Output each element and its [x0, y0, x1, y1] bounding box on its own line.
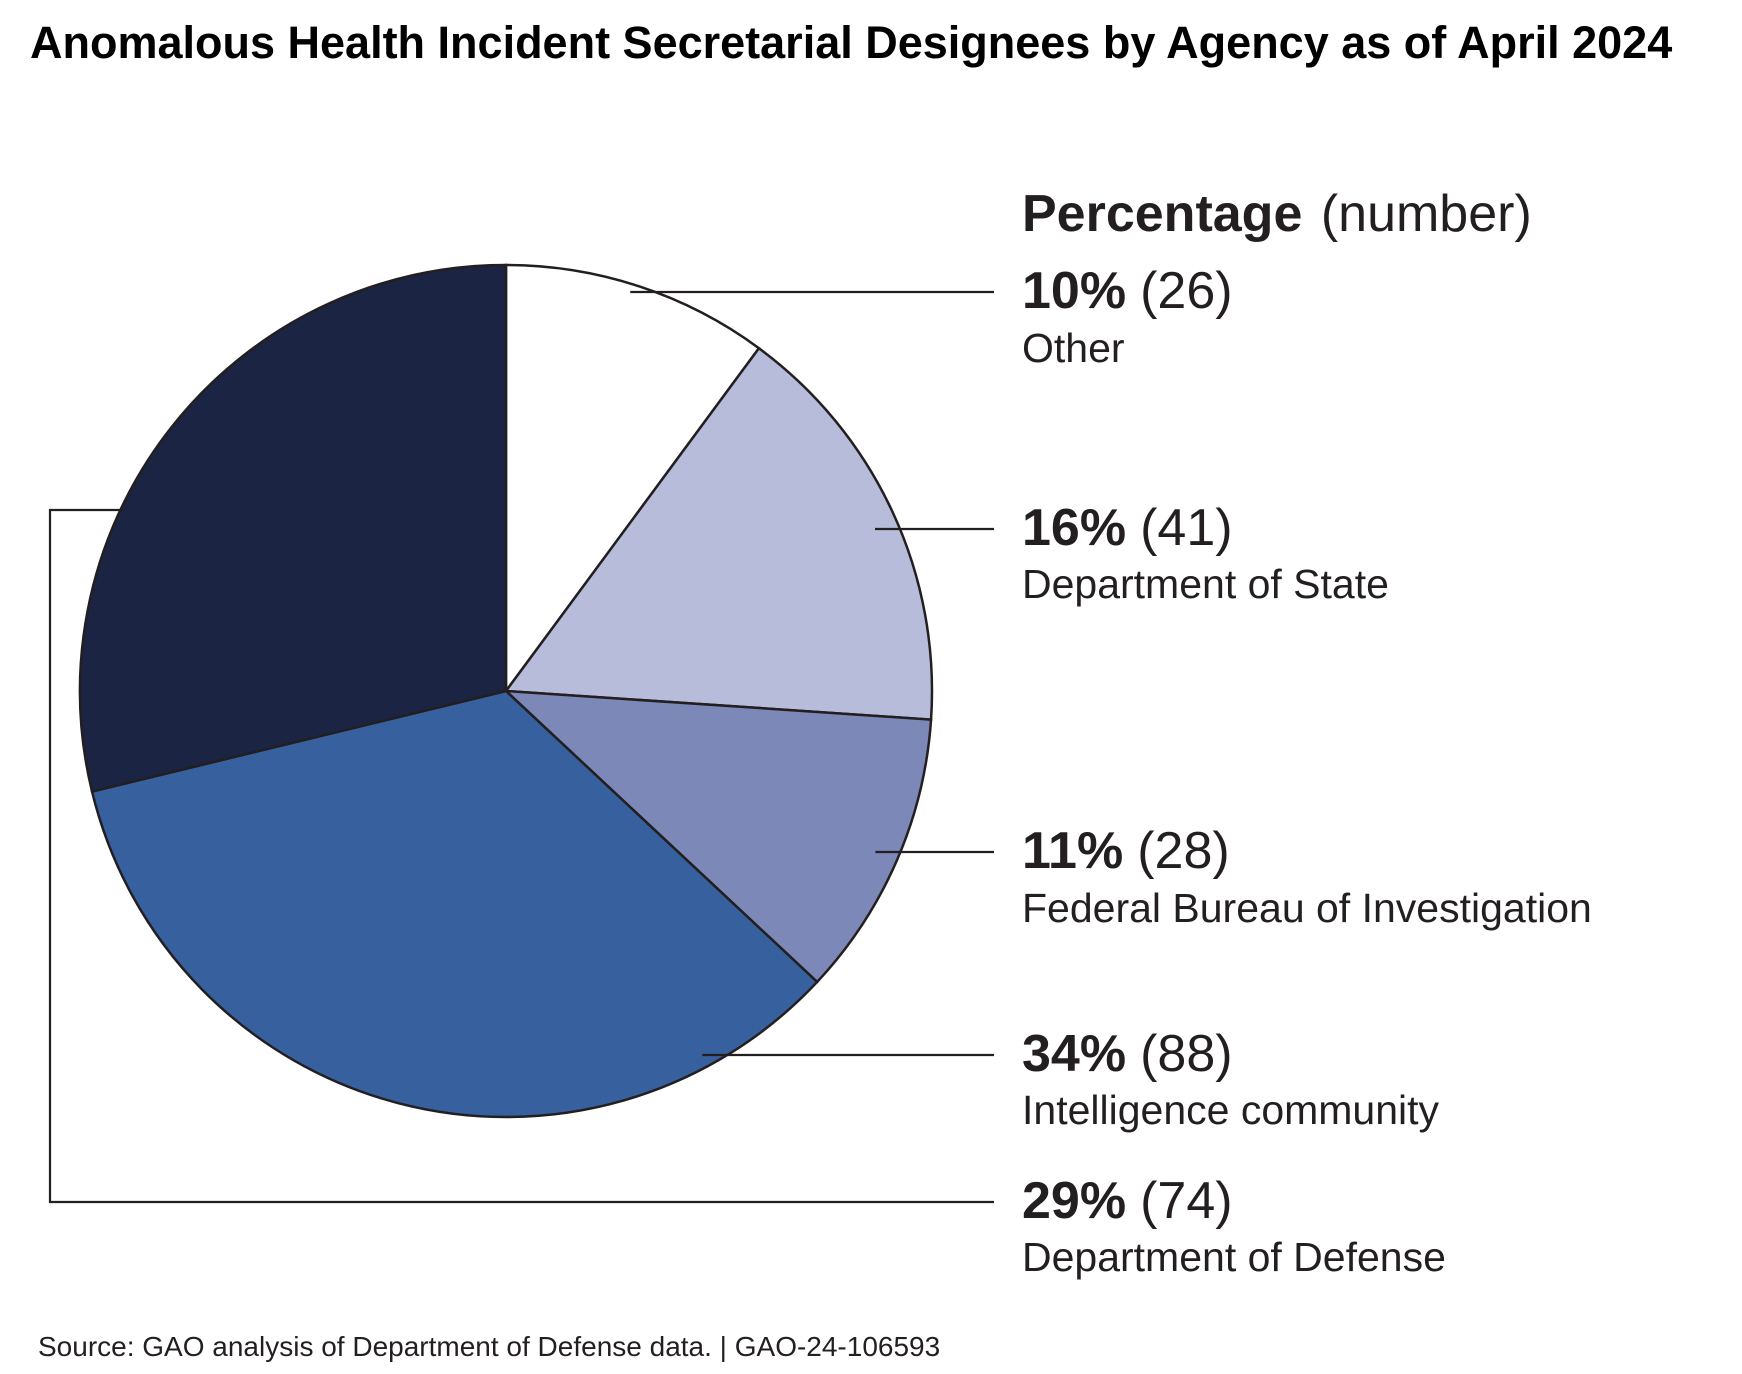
slice-percent-intelligence-community: 34%	[1022, 1025, 1126, 1083]
slice-count-other: (26)	[1140, 262, 1232, 320]
slice-count-department-of-state: (41)	[1140, 499, 1232, 557]
slice-value-department-of-defense: 29% (74)	[1022, 1172, 1233, 1230]
pie-slice-intelligence-community	[90, 689, 819, 1119]
chart-title: Anomalous Health Incident Secretarial De…	[30, 17, 1672, 68]
slice-label-department-of-state: Department of State	[1022, 561, 1389, 607]
pie-slices	[78, 263, 934, 1119]
pie-slice-federal-bureau-of-investigation	[502, 689, 933, 984]
slice-labels: 10% (26) Other 16% (41)Department of State 11…	[1022, 262, 1592, 1280]
pie-slice-other	[504, 263, 761, 695]
slice-percent-department-of-state: 16%	[1022, 499, 1126, 557]
pie-slice-department-of-state	[503, 346, 934, 721]
slice-label-intelligence-community: Intelligence community	[1022, 1087, 1440, 1133]
slice-label-federal-bureau-of-investigation: Federal Bureau of Investigation	[1022, 885, 1592, 931]
slice-count-department-of-defense: (74)	[1140, 1172, 1232, 1230]
leader-line-department-of-defense	[48, 508, 994, 1204]
legend-heading: Percentage (number)	[1022, 185, 1532, 243]
slice-label-other: Other	[1022, 325, 1125, 371]
pie-slice-department-of-defense	[78, 263, 508, 794]
slice-percent-department-of-defense: 29%	[1022, 1172, 1126, 1230]
slice-value-other: 10% (26)	[1022, 262, 1233, 320]
slice-value-intelligence-community: 34% (88)	[1022, 1025, 1233, 1083]
leader-lines	[48, 290, 994, 1204]
slice-value-department-of-state: 16% (41)	[1022, 499, 1233, 557]
slice-label-department-of-defense: Department of Defense	[1022, 1234, 1446, 1280]
legend-heading-bold: Percentage	[1022, 185, 1302, 243]
legend-heading-normal: (number)	[1321, 185, 1532, 243]
slice-value-federal-bureau-of-investigation: 11% (28)	[1022, 822, 1230, 880]
slice-percent-other: 10%	[1022, 262, 1126, 320]
slice-count-intelligence-community: (88)	[1140, 1025, 1232, 1083]
slice-count-federal-bureau-of-investigation: (28)	[1137, 822, 1229, 880]
slice-percent-federal-bureau-of-investigation: 11%	[1022, 822, 1123, 880]
source-note: Source: GAO analysis of Department of De…	[38, 1331, 940, 1362]
